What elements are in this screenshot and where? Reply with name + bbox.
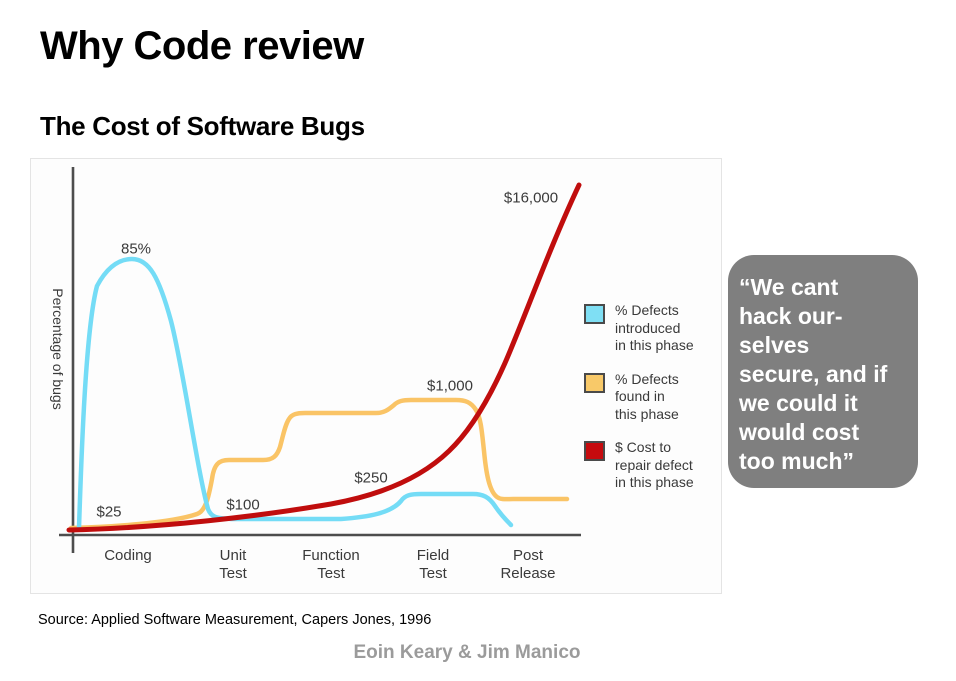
tick-post-release: Post Release [500, 547, 556, 582]
quote-callout: “We cant hack our- selves secure, and if… [728, 255, 918, 488]
chart-legend: % Defects introduced in this phase % Def… [584, 302, 724, 508]
source-citation: Source: Applied Software Measurement, Ca… [38, 612, 432, 628]
quote-text: “We cant hack our- selves secure, and if… [739, 274, 888, 474]
annotation-85pct: 85% [120, 240, 152, 258]
annotation-16000: $16,000 [503, 189, 559, 207]
annotation-1000: $1,000 [427, 377, 473, 395]
legend-label: $ Cost to repair defect in this phase [615, 439, 694, 490]
tick-function-test: Function Test [302, 547, 360, 582]
legend-swatch-red [584, 441, 605, 461]
footer-credit: Eoin Keary & Jim Manico [353, 642, 581, 663]
y-axis-label: Percentage of bugs [50, 288, 66, 410]
series-defects-introduced-curve [76, 256, 514, 531]
legend-label: % Defects found in this phase [615, 370, 679, 422]
legend-item-defects-introduced: % Defects introduced in this phase [584, 302, 724, 355]
legend-swatch-cyan [584, 304, 605, 324]
tick-unit-test: Unit Test [219, 547, 247, 582]
chart-heading: The Cost of Software Bugs [40, 111, 365, 141]
series-repair-cost-curve [66, 182, 582, 533]
legend-item-defects-found: % Defects found in this phase [584, 371, 724, 424]
cost-of-bugs-chart: Percentage of bugs 85% $25 $100 $250 $1,… [30, 158, 722, 594]
tick-field-test: Field Test [416, 547, 450, 582]
tick-coding: Coding [104, 547, 152, 564]
annotation-100: $100 [226, 496, 260, 514]
chart-canvas [59, 167, 582, 553]
page-title: Why Code review [40, 24, 364, 68]
legend-item-repair-cost: $ Cost to repair defect in this phase [584, 439, 724, 492]
legend-label: % Defects introduced in this phase [615, 302, 694, 353]
series-defects-found-curve [68, 397, 570, 531]
annotation-25: $25 [96, 503, 122, 521]
annotation-250: $250 [354, 469, 388, 487]
legend-swatch-orange [584, 372, 605, 393]
